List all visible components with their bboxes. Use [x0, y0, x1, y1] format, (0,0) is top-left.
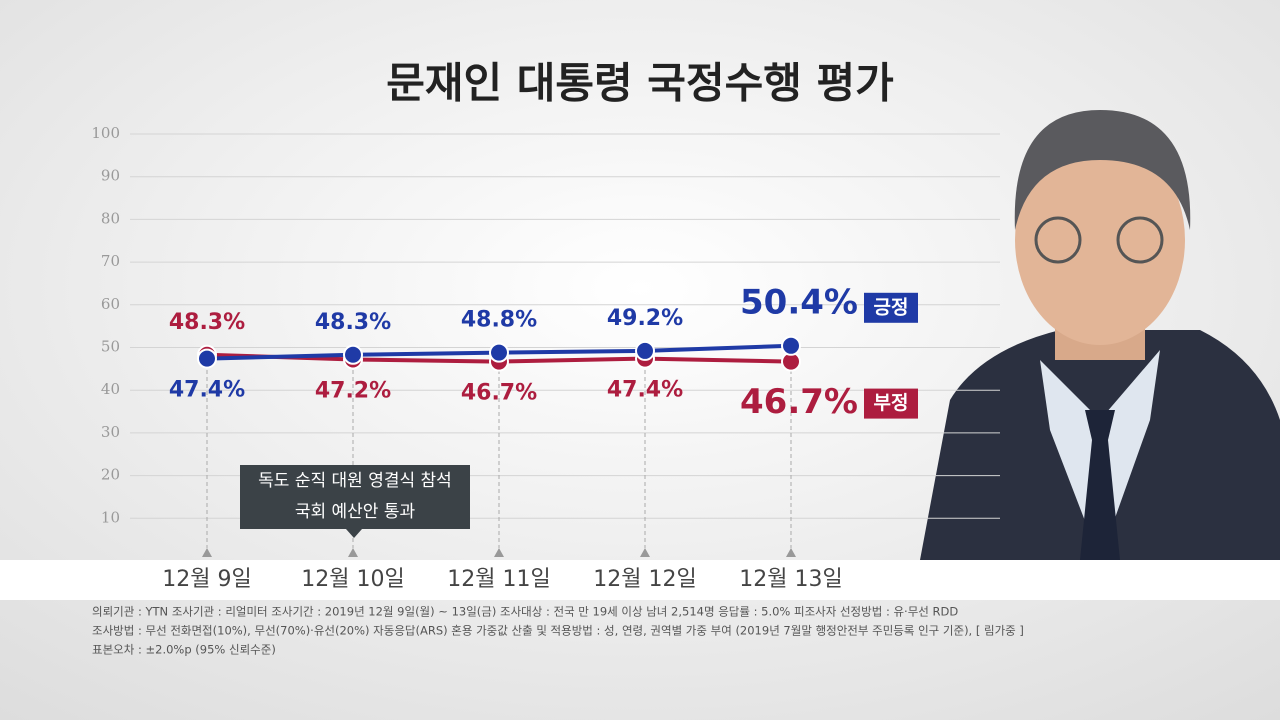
value-label: 47.2% [315, 378, 391, 403]
category-band [0, 560, 1280, 600]
point [781, 335, 801, 356]
y-tick-label: 80 [101, 209, 120, 227]
value-label: 50.4% [740, 282, 858, 322]
annotation: 독도 순직 대원 영결식 참석 국회 예산안 통과 [240, 465, 470, 538]
tick-triangle [640, 548, 650, 557]
value-label: 49.2% [607, 306, 683, 331]
legend-label: 긍정 [874, 296, 909, 318]
footnote: 조사방법 : 무선 전화면접(10%), 무선(70%)·유선(20%) 자동응… [92, 624, 1024, 638]
point [197, 348, 217, 369]
y-tick-label: 10 [101, 508, 120, 526]
y-tick-label: 40 [101, 380, 120, 398]
x-tick-label: 12월 9일 [162, 567, 251, 592]
annotation-line: 독도 순직 대원 영결식 참석 [258, 471, 452, 491]
x-tick-label: 12월 11일 [447, 567, 550, 592]
tick-triangle [494, 548, 504, 557]
y-tick-label: 20 [101, 466, 120, 484]
point [635, 340, 655, 361]
legend-box [864, 388, 918, 419]
tick-triangle [348, 548, 358, 557]
y-tick-label: 50 [101, 338, 120, 356]
value-label: 46.7% [740, 382, 858, 422]
y-tick-label: 30 [101, 423, 120, 441]
x-tick-label: 12월 12일 [593, 567, 696, 592]
y-tick-label: 100 [91, 124, 120, 142]
chart-title: 문재인 대통령 국정수행 평가 [386, 59, 894, 108]
tick-triangle [202, 548, 212, 557]
annotation-line: 국회 예산안 통과 [295, 502, 416, 522]
value-label: 48.8% [461, 308, 537, 333]
y-tick-label: 70 [101, 252, 120, 270]
legend-label: 부정 [874, 392, 909, 414]
value-label: 47.4% [169, 378, 245, 403]
x-tick-label: 12월 13일 [739, 567, 842, 592]
y-tick-label: 60 [101, 295, 120, 313]
value-label: 47.4% [607, 378, 683, 403]
value-label: 48.3% [315, 310, 391, 335]
point [489, 342, 509, 363]
legend-box [864, 292, 918, 323]
footnote: 표본오차 : ±2.0%p (95% 신뢰수준) [92, 643, 276, 657]
value-label: 46.7% [461, 381, 537, 406]
point [343, 344, 363, 365]
y-tick-label: 90 [101, 167, 120, 185]
portrait [920, 110, 1280, 560]
tick-triangle [786, 548, 796, 557]
value-label: 48.3% [169, 310, 245, 335]
x-tick-label: 12월 10일 [301, 567, 404, 592]
footnote: 의뢰기관 : YTN 조사기관 : 리얼미터 조사기간 : 2019년 12월 … [92, 605, 958, 619]
